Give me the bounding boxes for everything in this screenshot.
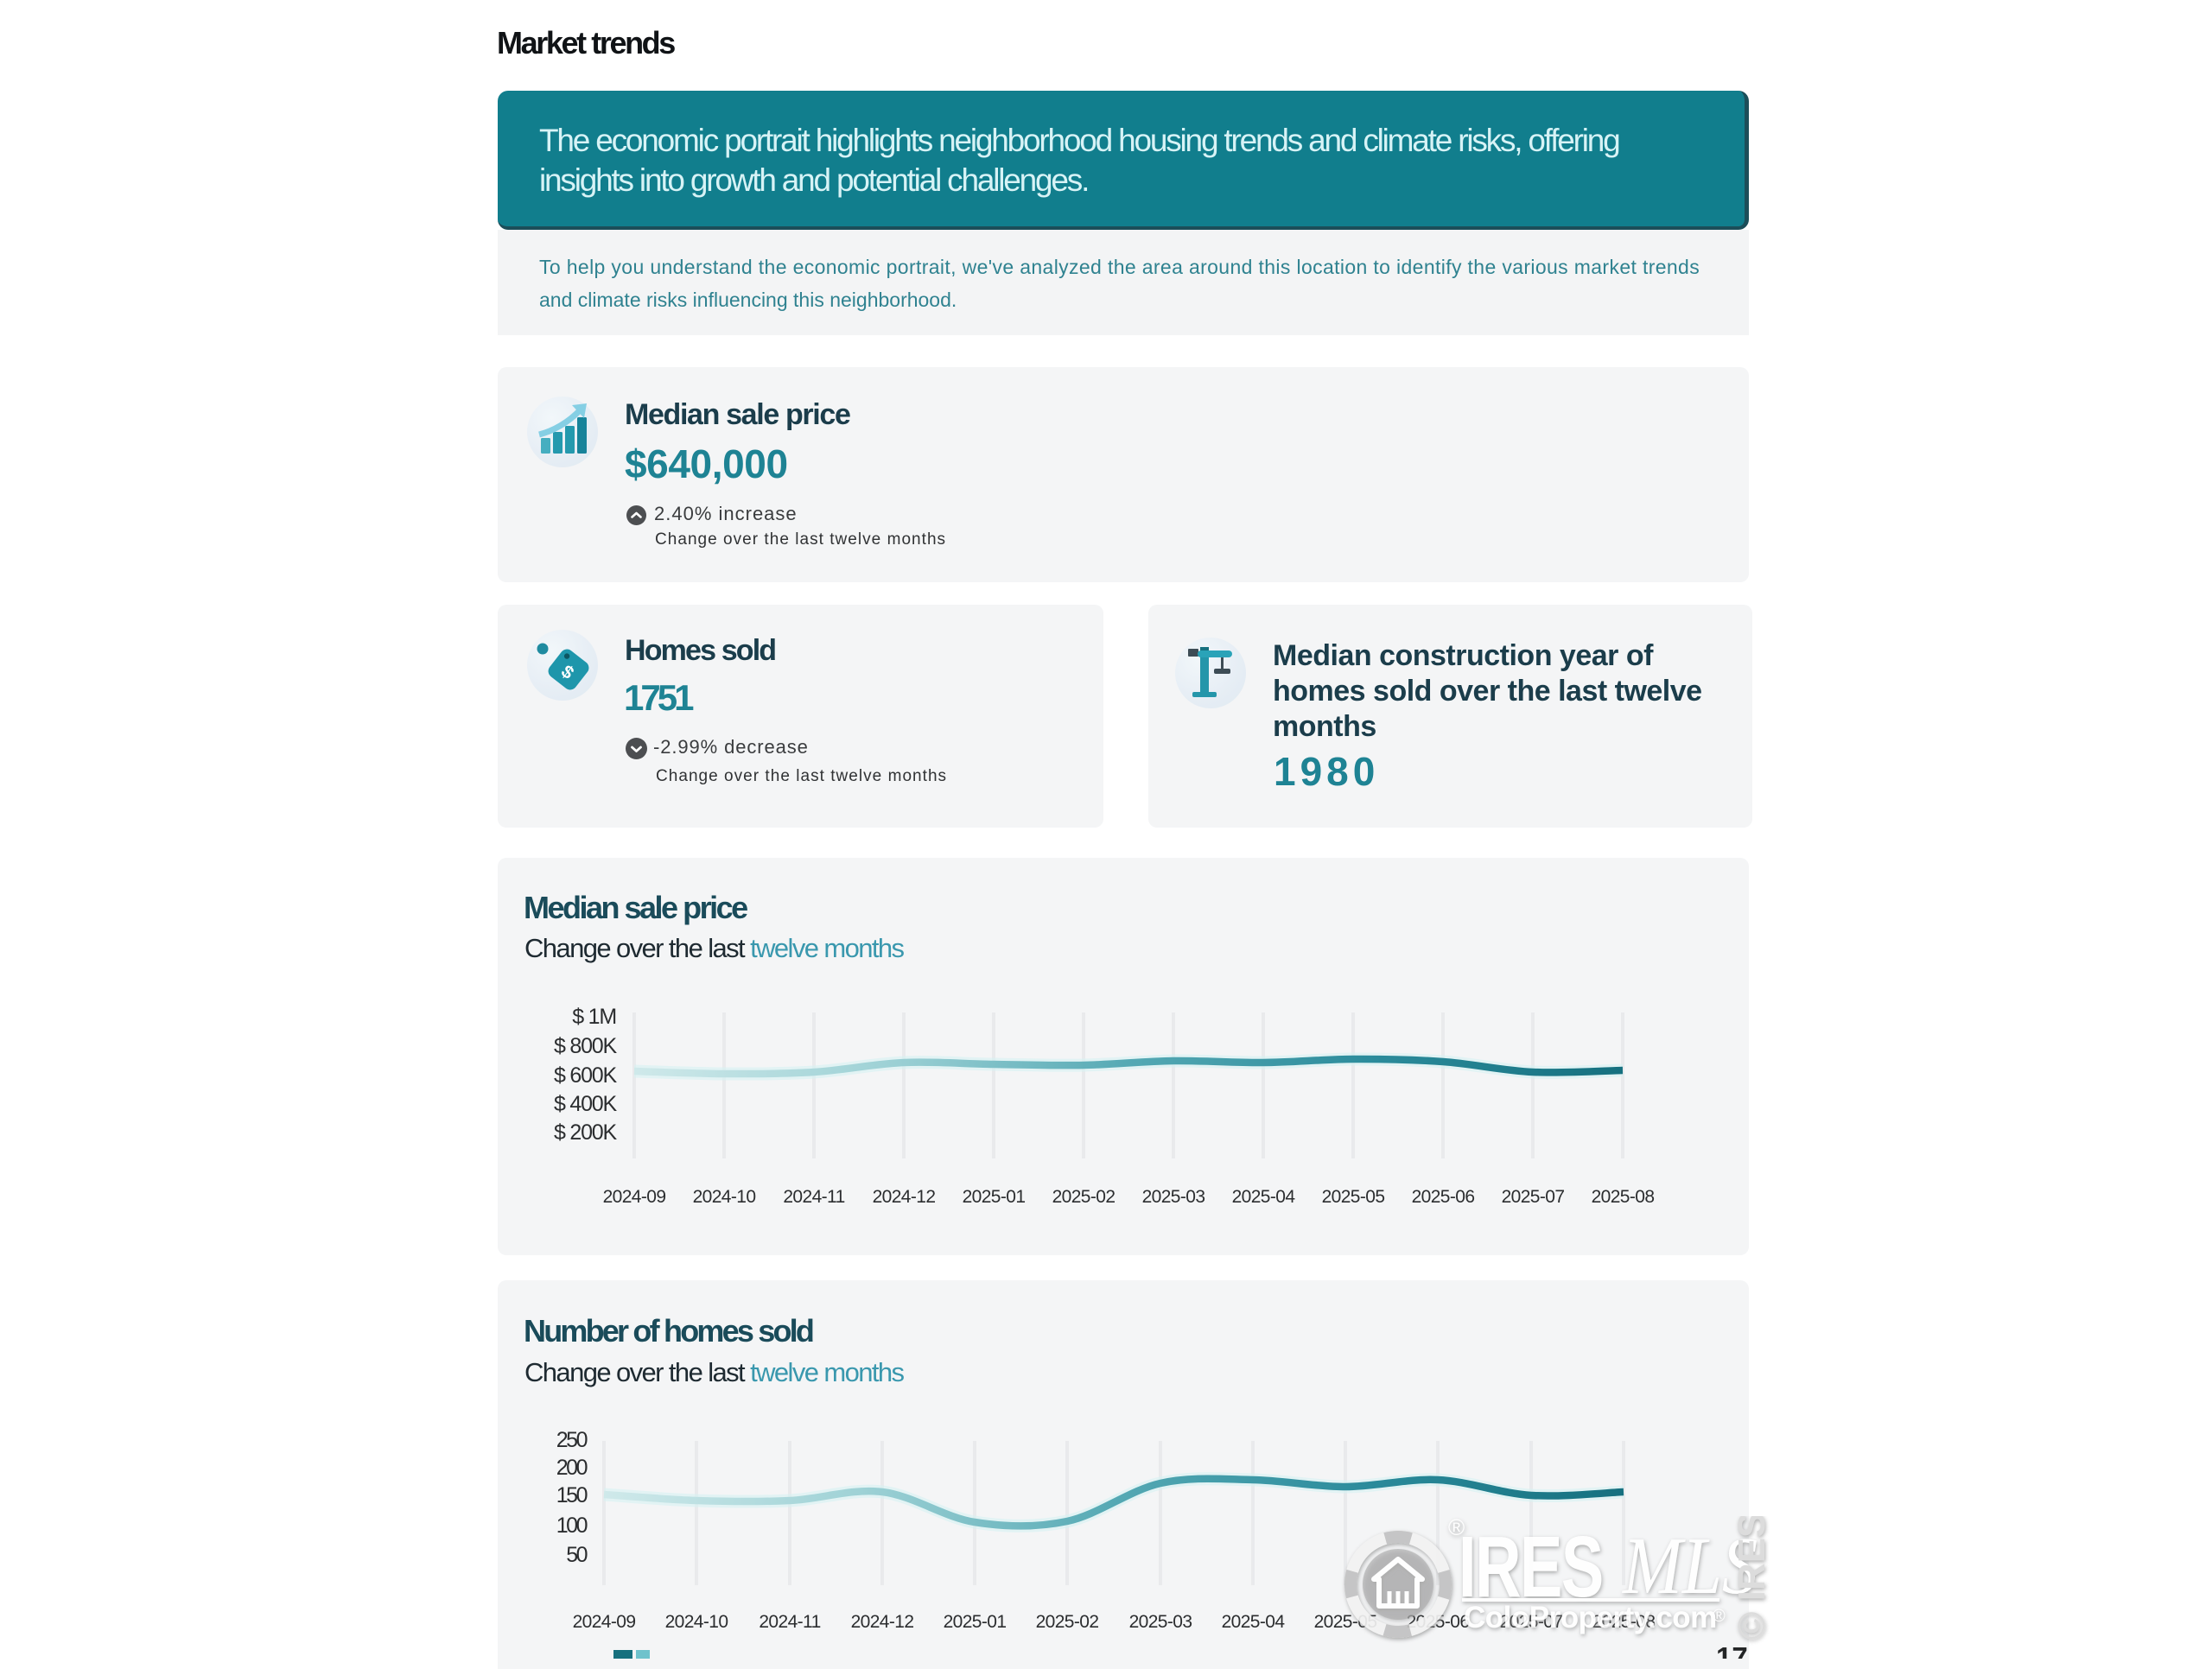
svg-text:200: 200 [556, 1456, 588, 1480]
svg-text:2025-03: 2025-03 [1129, 1612, 1192, 1632]
svg-text:$ 800K: $ 800K [554, 1034, 618, 1058]
svg-text:2025-01: 2025-01 [944, 1612, 1007, 1632]
svg-text:17: 17 [1716, 1641, 1748, 1659]
svg-text:$ 400K: $ 400K [554, 1092, 618, 1116]
svg-text:2025-07: 2025-07 [1500, 1612, 1563, 1632]
svg-text:2024-10: 2024-10 [665, 1612, 728, 1632]
svg-text:100: 100 [556, 1514, 588, 1538]
svg-text:2025-04: 2025-04 [1232, 1187, 1296, 1207]
svg-text:$ 1M: $ 1M [572, 1005, 616, 1029]
svg-text:2024-12: 2024-12 [873, 1187, 936, 1207]
svg-text:2024-09: 2024-09 [573, 1612, 636, 1632]
svg-text:250: 250 [556, 1428, 588, 1452]
svg-text:2025-02: 2025-02 [1036, 1612, 1099, 1632]
svg-text:2025-04: 2025-04 [1222, 1612, 1286, 1632]
svg-text:2024-11: 2024-11 [759, 1612, 820, 1632]
svg-text:2025-07: 2025-07 [1502, 1187, 1565, 1207]
svg-text:2024-10: 2024-10 [693, 1187, 756, 1207]
svg-text:2025-08: 2025-08 [1592, 1187, 1655, 1207]
svg-text:2025-05: 2025-05 [1322, 1187, 1385, 1207]
svg-text:$ 600K: $ 600K [554, 1063, 618, 1088]
svg-text:2025-06: 2025-06 [1412, 1187, 1475, 1207]
svg-text:50: 50 [566, 1543, 587, 1567]
svg-text:2024-09: 2024-09 [603, 1187, 666, 1207]
svg-text:®: ® [1448, 1516, 1465, 1540]
svg-text:ColoProperty.com: ColoProperty.com [1464, 1601, 1717, 1634]
svg-text:®: ® [1713, 1607, 1726, 1626]
svg-text:2024-11: 2024-11 [783, 1187, 844, 1207]
svg-text:2025-01: 2025-01 [963, 1187, 1026, 1207]
svg-text:2025-03: 2025-03 [1142, 1187, 1205, 1207]
svg-text:2025-08: 2025-08 [1592, 1612, 1656, 1632]
svg-text:© IRES: © IRES [1731, 1516, 1773, 1640]
svg-text:$ 200K: $ 200K [554, 1120, 618, 1145]
svg-text:150: 150 [556, 1483, 588, 1507]
svg-text:2024-12: 2024-12 [851, 1612, 914, 1632]
svg-text:2025-02: 2025-02 [1052, 1187, 1116, 1207]
svg-text:MLS: MLS [1621, 1521, 1758, 1611]
